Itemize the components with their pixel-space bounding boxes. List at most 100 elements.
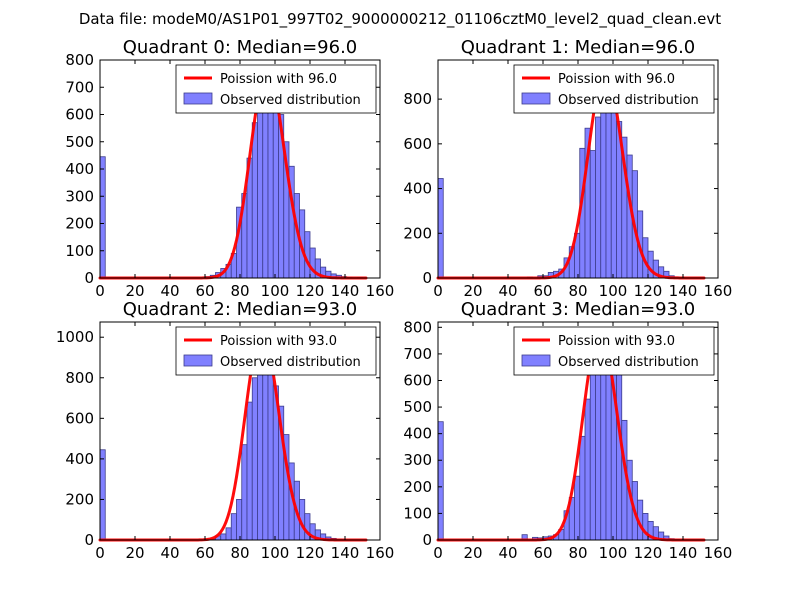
- x-tick-label: 20: [125, 544, 144, 562]
- legend-frame: [175, 64, 377, 114]
- histogram-bar: [262, 86, 269, 279]
- x-tick-label: 120: [296, 282, 325, 300]
- y-tick-label: 300: [65, 187, 94, 205]
- x-tick-label: 100: [599, 282, 628, 300]
- legend-bar-swatch: [521, 92, 551, 105]
- histogram-bar: [595, 350, 602, 541]
- figure-suptitle: Data file: modeM0/AS1P01_997T02_90000002…: [79, 10, 721, 29]
- histogram-bar: [220, 533, 227, 541]
- y-tick-label: 0: [84, 531, 94, 549]
- x-tick-label: 0: [95, 282, 105, 300]
- subplot-title: Quadrant 0: Median=96.0: [123, 37, 358, 58]
- y-tick-label: 200: [65, 215, 94, 233]
- x-tick-label: 120: [634, 282, 663, 300]
- subplot-quadrant-3: 0 20 40 60 80 100 120 140 160 0 100 200 300 400 500 600…: [403, 299, 732, 562]
- histogram-bar: [99, 156, 106, 279]
- subplot-quadrant-0: 0 20 40 60 80 100 120 140 160 0 100 200 300 400 500 600…: [65, 37, 394, 300]
- histogram-bar: [241, 444, 248, 541]
- legend-label-poisson: Poission with 96.0: [220, 72, 337, 87]
- y-tick-label: 400: [65, 450, 94, 468]
- x-tick-label: 160: [366, 282, 395, 300]
- subplot-quadrant-1: 0 20 40 60 80 100 120 140 160 0 200 400 600 800 Quadra…: [403, 37, 732, 300]
- y-tick-label: 200: [403, 224, 432, 242]
- y-tick-label: 200: [403, 478, 432, 496]
- histogram-bar: [230, 513, 237, 541]
- y-tick-label: 0: [84, 269, 94, 287]
- x-tick-label: 40: [160, 544, 179, 562]
- y-tick-label: 400: [403, 425, 432, 443]
- subplot-title: Quadrant 1: Median=96.0: [461, 37, 696, 58]
- histogram-bar: [236, 499, 243, 541]
- x-tick-label: 160: [704, 544, 733, 562]
- subplot-title: Quadrant 3: Median=93.0: [461, 299, 696, 320]
- x-tick-label: 100: [261, 544, 290, 562]
- legend-label-observed: Observed distribution: [220, 93, 361, 108]
- x-tick-label: 0: [95, 544, 105, 562]
- histogram-bar: [257, 100, 264, 279]
- histogram-bar: [589, 366, 596, 541]
- y-tick-label: 400: [403, 180, 432, 198]
- x-tick-label: 160: [704, 282, 733, 300]
- x-tick-label: 80: [230, 282, 249, 300]
- histogram-bar: [272, 100, 279, 279]
- y-tick-label: 400: [65, 160, 94, 178]
- x-tick-label: 80: [568, 544, 587, 562]
- x-tick-label: 60: [533, 544, 552, 562]
- histogram-bar: [225, 527, 232, 541]
- y-tick-label: 600: [65, 409, 94, 427]
- legend-bar-swatch: [183, 354, 213, 367]
- y-tick-label: 800: [403, 90, 432, 108]
- histogram-bar: [251, 377, 258, 541]
- histogram-bar: [610, 94, 617, 279]
- legend: Poission with 96.0 Observed distribution: [513, 64, 715, 114]
- x-tick-label: 120: [296, 544, 325, 562]
- legend-bar-swatch: [521, 354, 551, 367]
- histogram-bar: [246, 401, 253, 541]
- y-tick-label: 500: [65, 133, 94, 151]
- y-tick-label: 200: [65, 490, 94, 508]
- x-tick-label: 140: [331, 282, 360, 300]
- x-tick-label: 140: [669, 544, 698, 562]
- histogram-bar: [589, 150, 596, 279]
- histogram-bar: [584, 398, 591, 541]
- legend: Poission with 96.0 Observed distribution: [175, 64, 377, 114]
- x-tick-label: 0: [433, 544, 443, 562]
- y-tick-label: 100: [65, 242, 94, 260]
- x-tick-label: 60: [533, 282, 552, 300]
- x-tick-label: 80: [568, 282, 587, 300]
- y-tick-label: 0: [422, 269, 432, 287]
- histogram-bar: [99, 449, 106, 541]
- x-tick-label: 20: [463, 544, 482, 562]
- legend-label-poisson: Poission with 93.0: [220, 334, 337, 349]
- histogram-bar: [647, 250, 654, 279]
- y-tick-label: 800: [65, 51, 94, 69]
- legend-bar-swatch: [183, 92, 213, 105]
- x-tick-label: 40: [498, 544, 517, 562]
- y-tick-label: 600: [65, 106, 94, 124]
- histogram-bar: [267, 84, 274, 279]
- y-tick-label: 800: [65, 369, 94, 387]
- y-tick-label: 300: [403, 451, 432, 469]
- x-tick-label: 100: [261, 282, 290, 300]
- histogram-bar: [579, 435, 586, 541]
- x-tick-label: 20: [125, 282, 144, 300]
- legend-label-poisson: Poission with 96.0: [558, 72, 675, 87]
- histogram-bar: [257, 351, 264, 541]
- subplot-grid: 0 20 40 60 80 100 120 140 1600100200300400500600…: [56, 37, 733, 562]
- subplot-title: Quadrant 2: Median=93.0: [123, 299, 358, 320]
- legend-label-observed: Observed distribution: [220, 355, 361, 370]
- y-tick-label: 700: [65, 78, 94, 96]
- legend-label-observed: Observed distribution: [558, 355, 699, 370]
- y-tick-label: 100: [403, 504, 432, 522]
- x-tick-label: 140: [331, 544, 360, 562]
- legend-frame: [513, 64, 715, 114]
- y-tick-label: 800: [403, 318, 432, 336]
- histogram-bar: [595, 116, 602, 279]
- histogram-bar: [605, 356, 612, 541]
- y-tick-label: 500: [403, 398, 432, 416]
- legend-frame: [175, 326, 377, 376]
- histogram-bar: [437, 421, 444, 541]
- x-tick-label: 40: [498, 282, 517, 300]
- histogram-bar: [616, 373, 623, 541]
